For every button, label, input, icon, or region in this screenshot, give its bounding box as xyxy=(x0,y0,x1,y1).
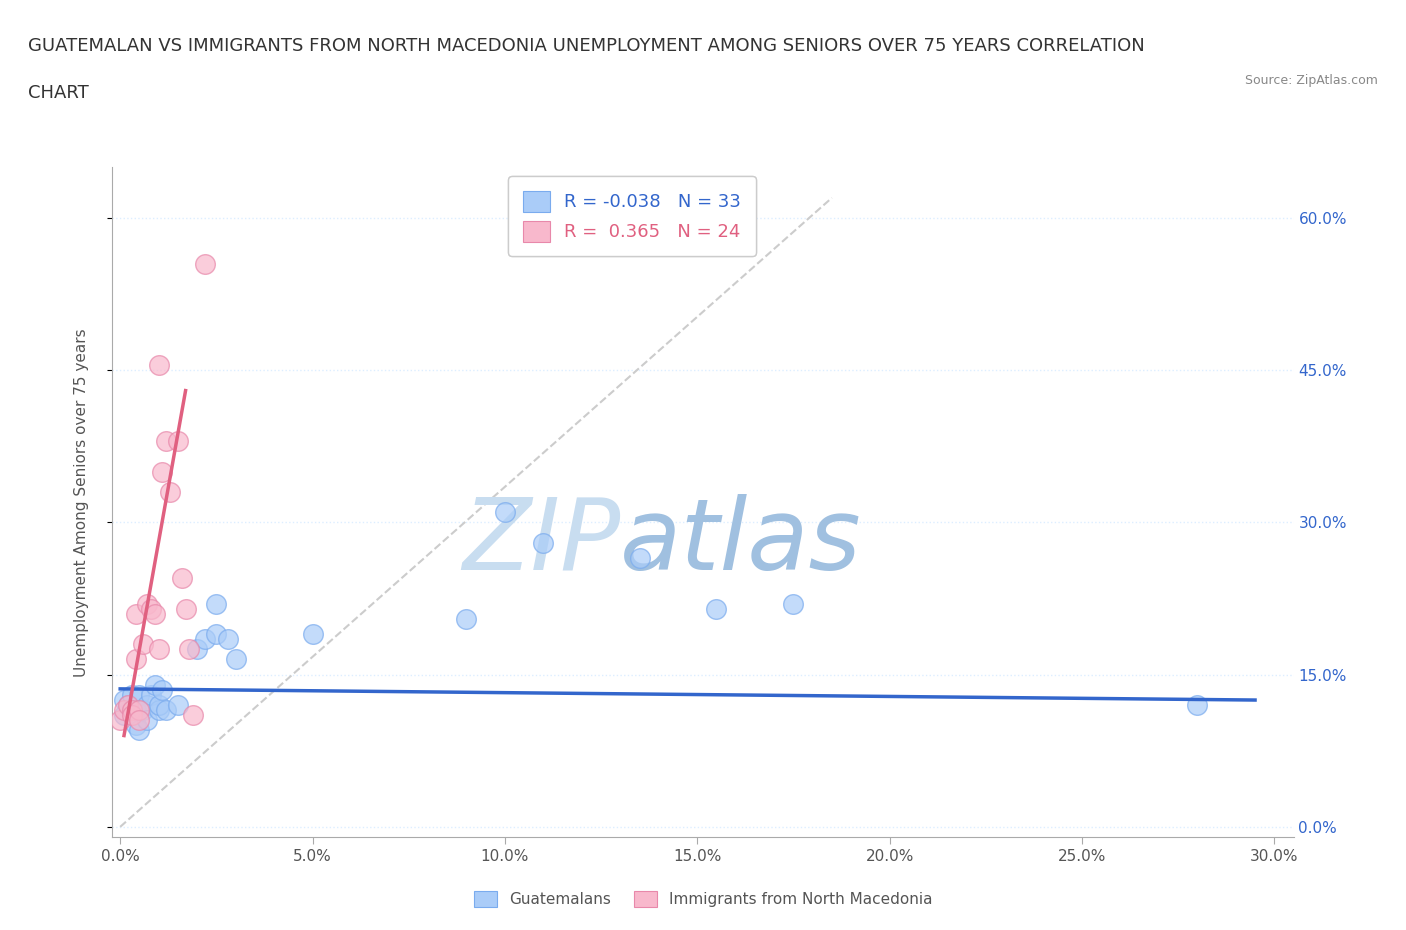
Point xyxy=(124,606,146,621)
Text: Source: ZipAtlas.com: Source: ZipAtlas.com xyxy=(1244,74,1378,87)
Point xyxy=(217,631,239,646)
Point xyxy=(186,642,208,657)
Point xyxy=(128,687,150,702)
Point xyxy=(121,708,143,723)
Point xyxy=(124,703,146,718)
Text: atlas: atlas xyxy=(620,494,862,591)
Point xyxy=(121,703,143,718)
Point xyxy=(167,434,190,449)
Point xyxy=(456,611,478,626)
Point xyxy=(132,703,155,718)
Point xyxy=(148,642,170,657)
Point xyxy=(136,596,159,611)
Point xyxy=(225,652,247,667)
Point xyxy=(181,708,204,723)
Point xyxy=(152,464,174,479)
Point xyxy=(148,358,170,373)
Point xyxy=(152,683,174,698)
Point xyxy=(205,627,228,642)
Point xyxy=(205,596,228,611)
Text: ZIP: ZIP xyxy=(463,494,620,591)
Point xyxy=(155,434,177,449)
Point xyxy=(117,698,139,712)
Point xyxy=(136,698,159,712)
Point xyxy=(139,602,162,617)
Point xyxy=(117,698,139,712)
Point xyxy=(148,698,170,712)
Point xyxy=(531,536,554,551)
Point xyxy=(124,718,146,733)
Point xyxy=(1187,698,1209,712)
Point xyxy=(128,723,150,737)
Point xyxy=(155,703,177,718)
Point xyxy=(121,703,143,718)
Legend: R = -0.038   N = 33, R =  0.365   N = 24: R = -0.038 N = 33, R = 0.365 N = 24 xyxy=(509,177,756,256)
Text: CHART: CHART xyxy=(28,84,89,101)
Point xyxy=(143,677,166,692)
Point xyxy=(128,703,150,718)
Point xyxy=(112,708,135,723)
Point xyxy=(159,485,181,499)
Point xyxy=(112,693,135,708)
Point xyxy=(628,551,651,565)
Point xyxy=(167,698,190,712)
Point xyxy=(194,257,217,272)
Point xyxy=(194,631,217,646)
Point xyxy=(782,596,804,611)
Point xyxy=(108,713,131,728)
Legend: Guatemalans, Immigrants from North Macedonia: Guatemalans, Immigrants from North Maced… xyxy=(468,884,938,913)
Point xyxy=(706,602,728,617)
Point xyxy=(143,606,166,621)
Point xyxy=(139,687,162,702)
Point xyxy=(170,571,193,586)
Text: GUATEMALAN VS IMMIGRANTS FROM NORTH MACEDONIA UNEMPLOYMENT AMONG SENIORS OVER 75: GUATEMALAN VS IMMIGRANTS FROM NORTH MACE… xyxy=(28,37,1144,55)
Point xyxy=(148,703,170,718)
Point xyxy=(301,627,323,642)
Point xyxy=(174,602,197,617)
Point xyxy=(128,713,150,728)
Point xyxy=(494,505,516,520)
Point xyxy=(136,713,159,728)
Point xyxy=(121,687,143,702)
Point xyxy=(112,703,135,718)
Point xyxy=(179,642,201,657)
Point xyxy=(124,652,146,667)
Point xyxy=(132,637,155,652)
Y-axis label: Unemployment Among Seniors over 75 years: Unemployment Among Seniors over 75 years xyxy=(75,328,89,676)
